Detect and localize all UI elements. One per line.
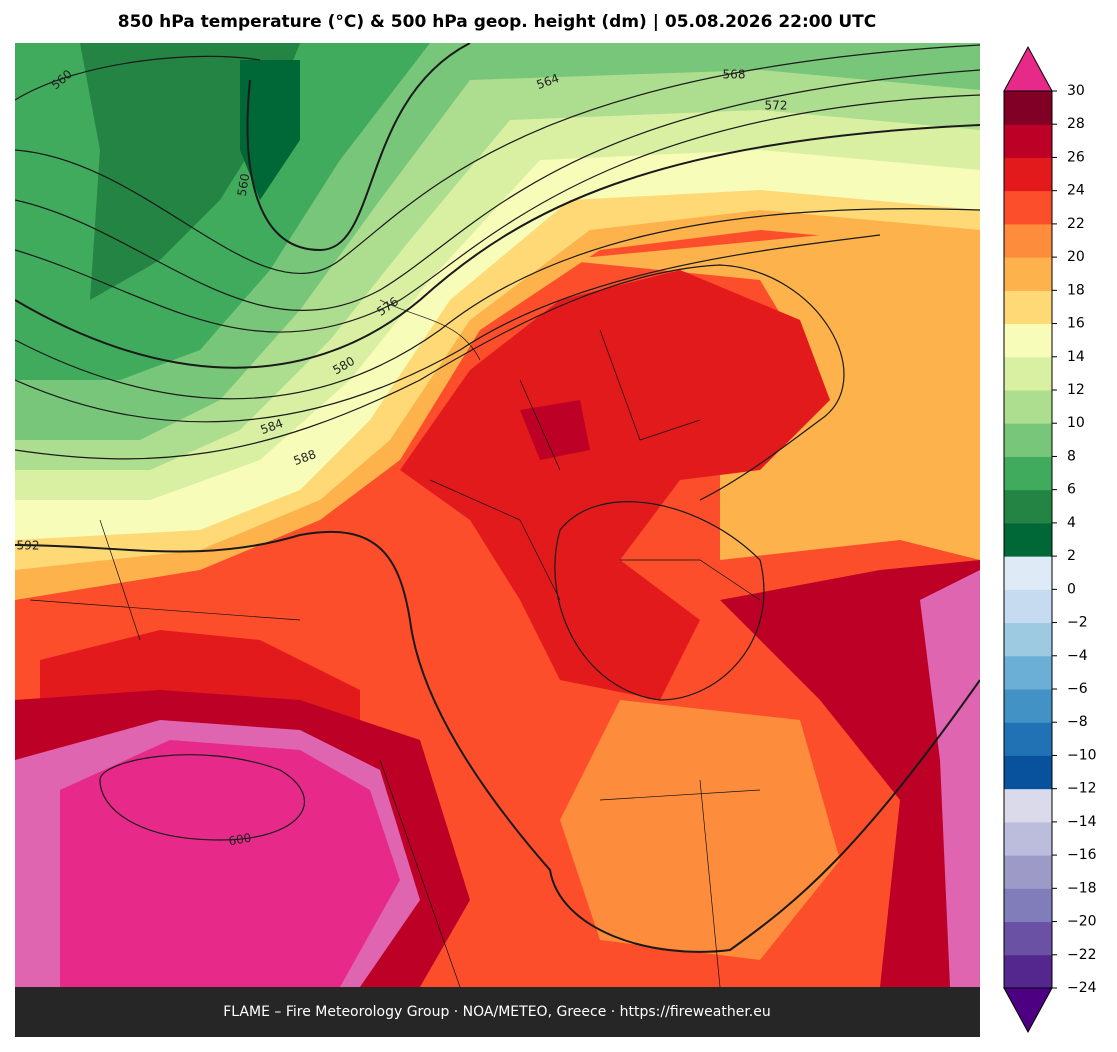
sea-warm	[560, 700, 840, 960]
colorbar-band	[1004, 190, 1052, 225]
map	[15, 43, 980, 987]
footer-bar	[15, 987, 980, 1037]
colorbar-band	[1004, 423, 1052, 457]
colorbar-band	[1004, 522, 1052, 557]
colorbar-tick-label: −8	[1067, 714, 1088, 730]
hot-spot	[520, 400, 590, 460]
colorbar-under	[1003, 987, 1053, 1034]
colorbar-band	[1004, 323, 1052, 358]
colorbar-band	[1004, 788, 1052, 823]
colorbar-band	[1004, 556, 1052, 590]
colorbar-band	[1004, 290, 1052, 325]
colorbar-tick-label: 16	[1067, 316, 1085, 332]
colorbar-band	[1004, 921, 1052, 956]
colorbar-band	[1004, 257, 1052, 291]
colorbar-tick-label: 0	[1067, 581, 1076, 597]
colorbar-tick-label: 10	[1067, 415, 1085, 431]
colorbar-tick-label: 8	[1067, 448, 1076, 464]
colorbar-band	[1004, 456, 1052, 491]
colorbar-band	[1004, 223, 1052, 258]
colorbar-tick-label: −12	[1067, 781, 1097, 797]
colorbar-band	[1004, 755, 1052, 790]
colorbar-frame	[1003, 90, 1053, 989]
colorbar-band	[1004, 954, 1052, 989]
colorbar-tick-label: −16	[1067, 847, 1097, 863]
colorbar-tick-label: 12	[1067, 382, 1085, 398]
colorbar-tick-label: −14	[1067, 814, 1097, 830]
colorbar-tick-label: −2	[1067, 615, 1088, 631]
colorbar-band	[1004, 390, 1052, 424]
africa-pink	[60, 740, 400, 987]
colorbar-tick-label: −10	[1067, 747, 1097, 763]
colorbar-tick-label: 26	[1067, 149, 1085, 165]
colorbar-tick-label: 28	[1067, 116, 1085, 132]
colorbar-band	[1004, 655, 1052, 690]
colorbar-tick-label: 18	[1067, 282, 1085, 298]
colorbar-band	[1004, 689, 1052, 723]
colorbar-tick-label: −22	[1067, 947, 1097, 963]
colorbar-band	[1004, 821, 1052, 856]
hot-core	[400, 270, 830, 700]
east-pink	[920, 570, 980, 987]
colorbar-over	[1003, 45, 1053, 92]
contour-label: 560	[235, 172, 253, 197]
colorbar-band	[1004, 888, 1052, 923]
colorbar-tick-label: −18	[1067, 880, 1097, 896]
colorbar-tick-label: −4	[1067, 648, 1088, 664]
colorbar: −24−22−20−18−16−14−12−10−8−6−4−202468101…	[1003, 45, 1097, 1034]
colorbar-tick-label: −20	[1067, 914, 1097, 930]
colorbar-band	[1004, 91, 1052, 125]
colorbar-band	[1004, 157, 1052, 192]
colorbar-band	[1004, 489, 1052, 524]
colorbar-tick-label: 6	[1067, 482, 1076, 498]
colorbar-tick-label: 24	[1067, 183, 1085, 199]
colorbar-tick-label: 14	[1067, 349, 1085, 365]
colorbar-tick-label: 22	[1067, 216, 1085, 232]
colorbar-band	[1004, 722, 1052, 756]
map-title: 850 hPa temperature (°C) & 500 hPa geop.…	[118, 12, 877, 32]
east-dark	[720, 560, 980, 987]
colorbar-tick-label: 2	[1067, 548, 1076, 564]
contour-label: 568	[723, 68, 746, 82]
colorbar-tick-label: 4	[1067, 515, 1076, 531]
colorbar-band	[1004, 356, 1052, 391]
warm-area	[560, 220, 980, 560]
contour-label: 572	[765, 99, 788, 113]
colorbar-band	[1004, 622, 1052, 657]
colorbar-band	[1004, 855, 1052, 889]
contour-label: 592	[17, 539, 40, 553]
colorbar-tick-label: 30	[1067, 83, 1085, 99]
band-0	[240, 60, 300, 200]
colorbar-tick-label: −6	[1067, 681, 1088, 697]
colorbar-band	[1004, 124, 1052, 158]
colorbar-tick-label: 20	[1067, 249, 1085, 265]
footer-text: FLAME – Fire Meteorology Group · NOA/MET…	[223, 1004, 771, 1020]
colorbar-band	[1004, 589, 1052, 624]
colorbar-tick-label: −24	[1067, 980, 1097, 996]
contour-label: 600	[227, 831, 252, 849]
